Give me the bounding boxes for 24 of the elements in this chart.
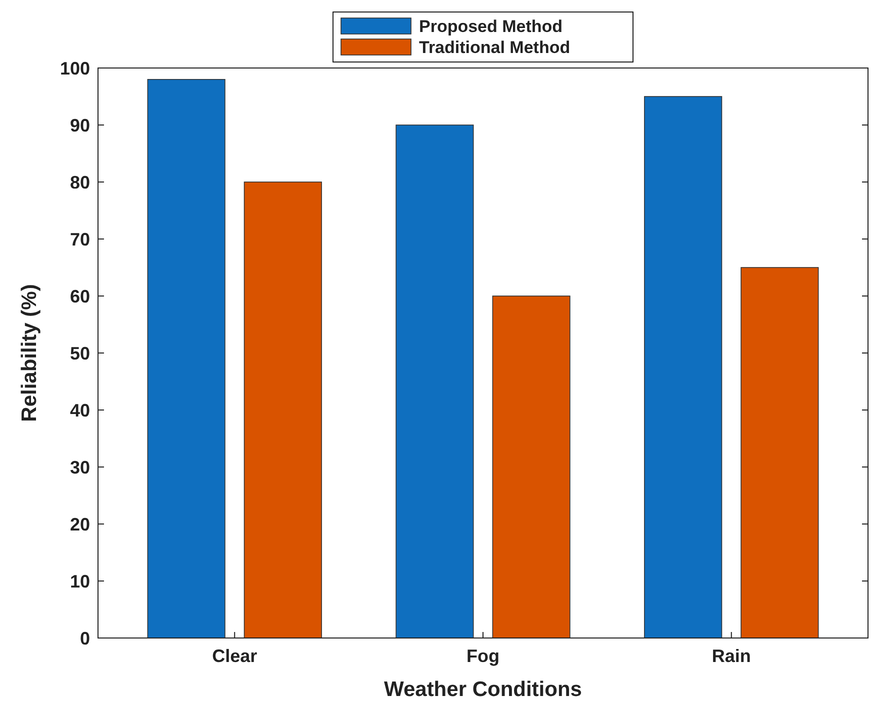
- x-tick-label: Clear: [212, 646, 258, 666]
- x-axis-title: Weather Conditions: [384, 678, 582, 701]
- y-tick-label: 40: [70, 400, 90, 420]
- bar: [644, 96, 722, 638]
- y-tick-label: 50: [70, 343, 90, 364]
- bar: [244, 182, 322, 638]
- y-tick-label: 70: [70, 229, 90, 250]
- bar: [147, 79, 226, 638]
- bar: [396, 124, 474, 638]
- x-tick-label: Fog: [466, 646, 500, 666]
- y-tick-label: 100: [60, 58, 90, 78]
- legend-label: Traditional Method: [419, 38, 570, 57]
- y-tick-label: 80: [70, 172, 90, 192]
- bar: [740, 267, 819, 638]
- x-tick-label: Rain: [712, 646, 751, 666]
- y-tick-label: 0: [80, 628, 90, 648]
- y-tick-label: 30: [70, 457, 90, 478]
- bar: [492, 296, 570, 638]
- y-tick-label: 20: [70, 514, 90, 534]
- y-tick-label: 90: [70, 115, 90, 136]
- legend-label: Proposed Method: [419, 16, 563, 36]
- y-tick-label: 60: [70, 286, 90, 306]
- y-axis-title: Reliability (%): [18, 284, 41, 422]
- y-tick-label: 10: [70, 571, 90, 592]
